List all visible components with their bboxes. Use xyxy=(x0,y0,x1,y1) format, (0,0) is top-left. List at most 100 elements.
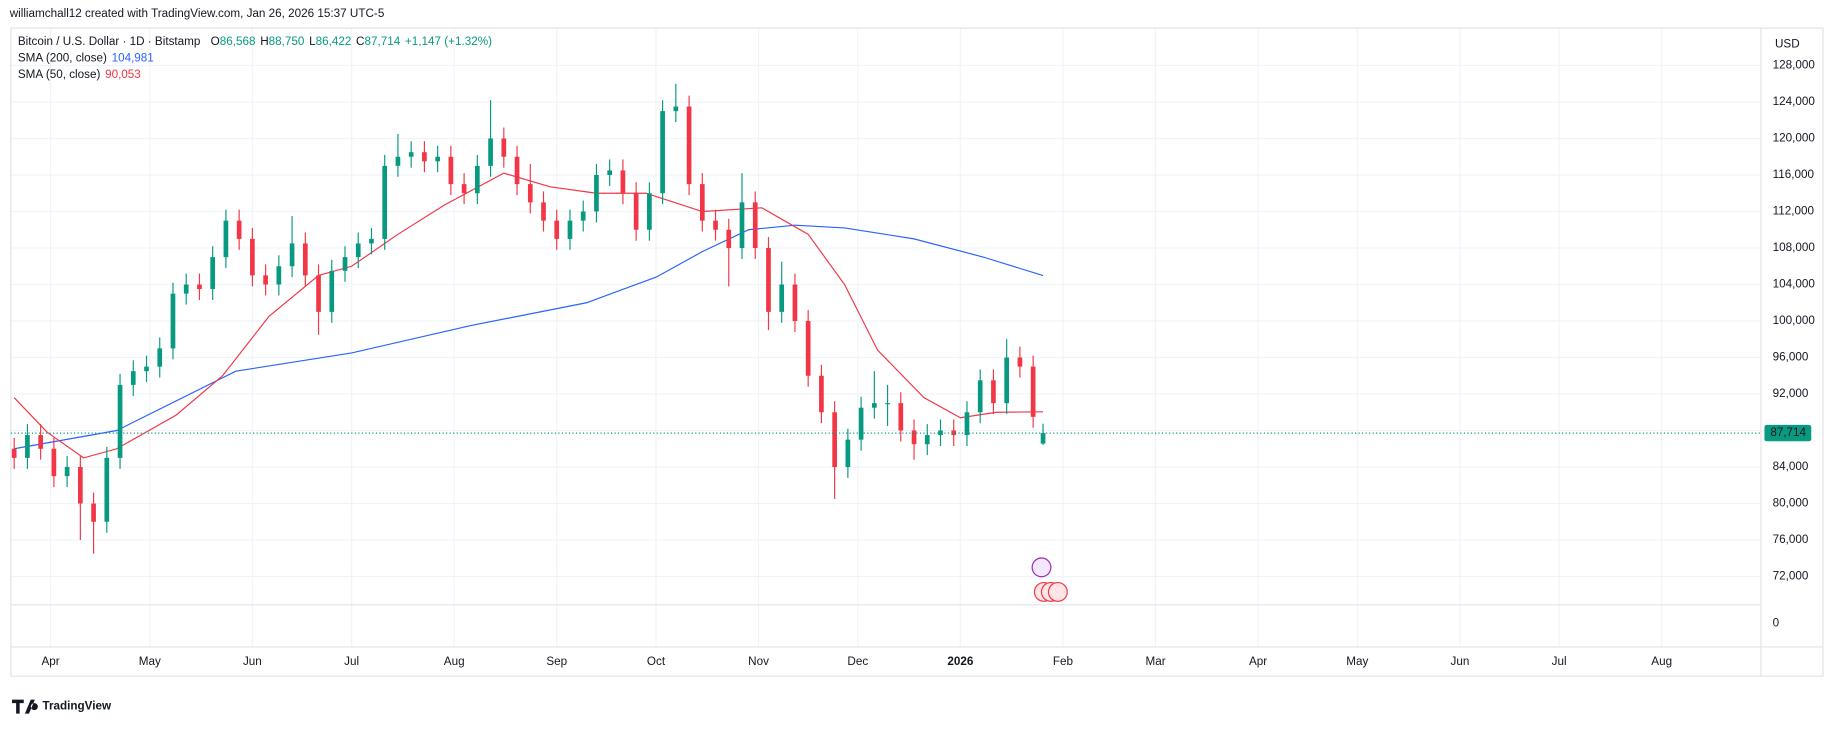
candle-body xyxy=(382,165,388,239)
candle-body xyxy=(805,321,811,376)
candle-body xyxy=(475,165,480,194)
candle-body xyxy=(408,152,414,157)
sma-line xyxy=(14,224,1044,450)
candle-body xyxy=(25,435,30,458)
x-tick-label: Mar xyxy=(1145,655,1165,668)
x-tick-label: Apr xyxy=(1249,655,1267,668)
quote-value: 86,422 xyxy=(316,35,352,48)
candle-body xyxy=(144,366,149,372)
candle-body xyxy=(51,448,57,477)
candle-body xyxy=(183,284,189,294)
candle-body xyxy=(991,380,996,404)
y-tick-label: 84,000 xyxy=(1773,460,1809,473)
x-tick-label: Oct xyxy=(647,655,666,668)
candle-body xyxy=(554,220,560,239)
y-tick-label: 76,000 xyxy=(1773,533,1809,546)
x-tick-label: Jul xyxy=(1552,655,1567,668)
candle-body xyxy=(964,412,970,436)
candle-body xyxy=(527,184,533,203)
candle-body xyxy=(607,170,613,175)
candle-body xyxy=(316,275,321,312)
grid xyxy=(10,28,1761,647)
candle-body xyxy=(1017,357,1023,367)
x-tick-label: Aug xyxy=(1651,655,1672,668)
y-tick-label: 96,000 xyxy=(1773,351,1809,364)
candle-body xyxy=(647,193,652,230)
candle-body xyxy=(210,257,216,290)
candle-body xyxy=(819,375,824,413)
candle-body xyxy=(726,229,732,249)
quote-value: 87,714 xyxy=(364,35,400,48)
x-tick-label: May xyxy=(1346,655,1368,668)
sma-line xyxy=(13,172,1044,459)
candle-body xyxy=(38,435,43,449)
x-tick-label: Nov xyxy=(748,655,769,668)
indicator-legend: SMA (50, close) 90,053 xyxy=(18,68,141,81)
y-tick-label: 124,000 xyxy=(1773,95,1816,108)
indicator-name: SMA (50, close) xyxy=(18,68,101,81)
candle-body xyxy=(911,430,917,445)
candle-body xyxy=(342,257,348,271)
candle-body xyxy=(779,284,785,312)
y-tick-label: 80,000 xyxy=(1773,497,1809,510)
credit: williamchall12 created with TradingView.… xyxy=(9,7,385,20)
candle-body xyxy=(78,467,83,504)
y-tick-label: 100,000 xyxy=(1773,314,1816,327)
candle-body xyxy=(752,202,758,249)
y-tick-label: 92,000 xyxy=(1773,387,1809,400)
candle-body xyxy=(1040,433,1046,444)
candle-body xyxy=(276,266,282,285)
last-price-label: 87,714 xyxy=(1770,426,1806,439)
candle-body xyxy=(567,220,573,239)
candle-body xyxy=(845,439,851,468)
chart-frame xyxy=(10,27,1824,677)
y-tick-label: 116,000 xyxy=(1773,168,1815,181)
candle-body xyxy=(91,503,96,522)
quote-value: 86,568 xyxy=(220,35,256,48)
y-tick-label: 120,000 xyxy=(1773,132,1816,145)
x-tick-label: Feb xyxy=(1053,655,1074,668)
indicator-name: SMA (200, close) xyxy=(18,52,107,65)
quote-key: L xyxy=(309,35,316,48)
candle-body xyxy=(236,220,242,239)
candle-body xyxy=(250,238,255,276)
price-axis-label: 0 xyxy=(1773,617,1780,630)
candle-body xyxy=(541,202,546,221)
candle-body xyxy=(898,403,904,431)
candle-body xyxy=(686,106,692,185)
candle-body xyxy=(832,412,837,468)
indicator-value: 104,981 xyxy=(112,52,154,65)
candle-body xyxy=(766,248,771,312)
x-tick-label: Aug xyxy=(444,655,465,668)
candle-body xyxy=(395,156,401,166)
candle-body xyxy=(355,243,361,258)
candle-body xyxy=(64,467,70,477)
candle-body xyxy=(461,184,467,194)
candle-body xyxy=(422,152,427,162)
candle-body xyxy=(448,156,454,185)
candle-body xyxy=(699,184,705,221)
candle-body xyxy=(104,457,110,522)
candle-body xyxy=(660,111,665,194)
candle-body xyxy=(858,407,864,440)
candle-body xyxy=(289,243,295,267)
candle-body xyxy=(157,348,163,367)
event-icon[interactable] xyxy=(1047,581,1068,602)
candle-body xyxy=(871,403,877,408)
candle-body xyxy=(713,220,718,230)
candle-body xyxy=(977,380,983,413)
y-tick-label: 108,000 xyxy=(1773,241,1816,254)
candle-body xyxy=(792,284,798,322)
x-tick-label: Jun xyxy=(243,655,262,668)
indicator-legend: SMA (200, close) 104,981 xyxy=(18,52,154,65)
candle-body xyxy=(501,138,507,157)
indicator-value: 90,053 xyxy=(105,68,141,81)
event-icon[interactable] xyxy=(1031,557,1052,578)
last-price-badge xyxy=(1764,424,1812,442)
logo-text: TradingView xyxy=(42,700,112,713)
symbol-title: Bitcoin / U.S. Dollar · 1D · Bitstamp xyxy=(18,35,201,48)
x-tick-label: Sep xyxy=(546,655,567,668)
quote-key: O xyxy=(211,35,220,48)
candle-body xyxy=(885,403,890,405)
